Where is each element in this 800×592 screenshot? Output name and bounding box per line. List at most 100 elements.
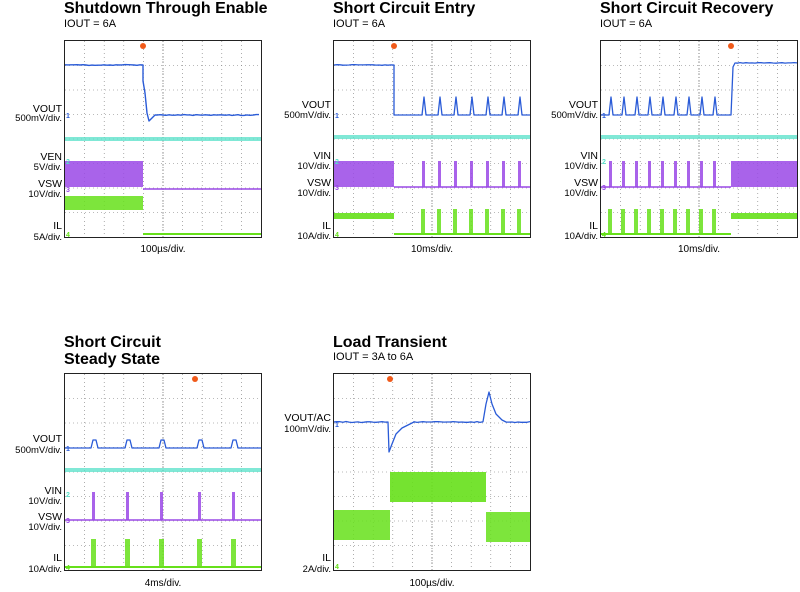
vsw-label: VSW (307, 178, 331, 188)
trigger-marker (192, 376, 198, 382)
vin-trace (334, 135, 530, 139)
vsw-trace (334, 161, 394, 187)
il-trace-low (334, 510, 390, 540)
scope-screen-sc-recovery: 1 2 3 4 (600, 40, 798, 238)
il-scale: 10A/div. (28, 565, 62, 575)
ch2-marker: 2 (602, 159, 606, 166)
il-scale: 2A/div. (303, 565, 331, 575)
panel-title-shutdown: Shutdown Through Enable (64, 0, 268, 17)
vout-ac-label: VOUT/AC (284, 413, 331, 423)
panel-title-sc-steady-line2: Steady State (64, 351, 160, 368)
trigger-marker (728, 43, 734, 49)
vsw-burst (674, 161, 677, 187)
vsw-burst (713, 161, 716, 187)
vsw-trace (731, 161, 797, 187)
vsw-burst (198, 492, 201, 520)
vsw-scale: 10V/div. (28, 523, 62, 533)
ch2-marker: 2 (66, 492, 70, 499)
ch3-marker: 3 (66, 518, 70, 525)
vin-label: VIN (44, 486, 62, 496)
panel-subtitle-sc-entry: IOUT = 6A (333, 18, 385, 30)
vsw-scale: 10V/div. (564, 189, 598, 199)
vin-label: VIN (313, 151, 331, 161)
ch4-marker: 4 (335, 232, 339, 237)
ch3-marker: 3 (335, 185, 339, 192)
ch1-marker: 1 (335, 113, 339, 120)
vsw-burst (518, 161, 521, 187)
ven-scale: 5V/div. (34, 163, 62, 173)
ch4-marker: 4 (335, 564, 339, 570)
timebase-shutdown: 100µs/div. (64, 244, 262, 255)
timebase-sc-recovery: 10ms/div. (600, 244, 798, 255)
vin-scale: 10V/div. (564, 162, 598, 172)
ch1-marker: 1 (66, 446, 70, 453)
il-trace-high (390, 472, 486, 502)
ch1-marker: 1 (66, 113, 70, 120)
il-burst (608, 209, 612, 234)
il-burst (91, 539, 96, 567)
il-burst (453, 209, 457, 234)
vout-scale: 500mV/div. (15, 446, 62, 456)
vout-label: VOUT (33, 434, 62, 444)
vsw-burst (160, 492, 163, 520)
il-burst (517, 209, 521, 234)
vin-trace (65, 468, 261, 472)
vout-scale: 500mV/div. (551, 111, 598, 121)
vsw-burst (502, 161, 505, 187)
il-burst (660, 209, 664, 234)
ch3-marker: 3 (602, 185, 606, 192)
ch2-marker: 2 (335, 159, 339, 166)
vsw-trace (65, 161, 143, 187)
scope-screen-shutdown: 1234 (64, 40, 262, 238)
il-trace (65, 196, 143, 210)
il-burst (159, 539, 164, 567)
ch2-marker: 2 (66, 159, 70, 166)
trigger-marker (391, 43, 397, 49)
ch1-marker: 1 (602, 113, 606, 120)
vsw-burst (700, 161, 703, 187)
il-burst (485, 209, 489, 234)
vout-scale: 500mV/div. (284, 111, 331, 121)
ch4-marker: 4 (602, 232, 606, 237)
il-burst (686, 209, 690, 234)
vsw-burst (687, 161, 690, 187)
timebase-sc-steady: 4ms/div. (64, 578, 262, 589)
il-scale: 10A/div. (297, 232, 331, 242)
vout-ac-scale: 100mV/div. (284, 425, 331, 435)
il-burst (197, 539, 202, 567)
vsw-burst (486, 161, 489, 187)
ven-label: VEN (40, 152, 62, 162)
vin-label: VIN (580, 151, 598, 161)
vsw-burst (438, 161, 441, 187)
panel-subtitle-sc-recovery: IOUT = 6A (600, 18, 652, 30)
vsw-burst (454, 161, 457, 187)
scope-screen-sc-entry: 1 2 3 4 (333, 40, 531, 238)
vsw-burst (470, 161, 473, 187)
trigger-marker (387, 376, 393, 382)
ven-trace (65, 137, 261, 141)
vout-label: VOUT (569, 100, 598, 110)
vsw-label: VSW (574, 178, 598, 188)
il-burst (125, 539, 130, 567)
il-burst (231, 539, 236, 567)
ch1-marker: 1 (335, 422, 339, 429)
il-label: IL (53, 553, 62, 563)
vin-scale: 10V/div. (297, 162, 331, 172)
vsw-burst (648, 161, 651, 187)
il-label: IL (322, 221, 331, 231)
il-burst (421, 209, 425, 234)
vout-trace (65, 65, 259, 121)
scope-screen-sc-steady: 1 2 3 4 (64, 373, 262, 571)
il-label: IL (589, 221, 598, 231)
timebase-load-transient: 100µs/div. (333, 578, 531, 589)
il-burst (634, 209, 638, 234)
vsw-burst (126, 492, 129, 520)
vsw-burst (92, 492, 95, 520)
vsw-label: VSW (38, 512, 62, 522)
vout-scale: 500mV/div. (15, 114, 62, 124)
il-label: IL (53, 221, 62, 231)
il-burst (437, 209, 441, 234)
il-trace (334, 213, 394, 219)
panel-title-load-transient: Load Transient (333, 334, 447, 351)
vsw-burst (661, 161, 664, 187)
